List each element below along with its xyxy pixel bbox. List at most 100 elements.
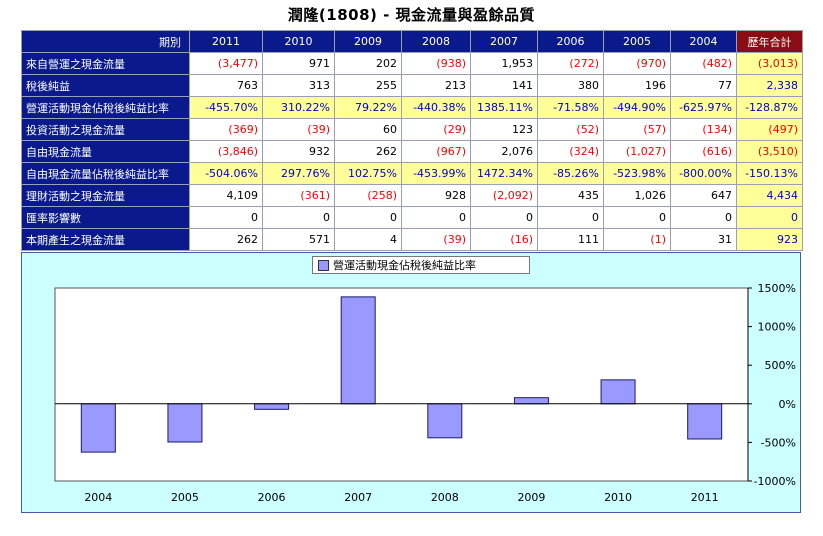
table-cell: 647 — [670, 184, 737, 207]
page-title: 潤隆(1808) - 現金流量與盈餘品質 — [287, 6, 536, 24]
table-row: 自由現金流量佔稅後純益比率 -504.06% 297.76% 102.75% -453.… — [21, 162, 803, 185]
total-cell: (497) — [736, 118, 803, 141]
chart-bar — [340, 296, 376, 405]
x-tick-label: 2011 — [691, 491, 719, 504]
table-row: 投資活動之現金流量 (369) (39) 60 (29) 123 (52) (57) (134)… — [21, 118, 803, 141]
x-tick-label: 2010 — [604, 491, 632, 504]
row-label: 本期產生之現金流量 — [21, 228, 190, 251]
y-tick-label: -1000% — [754, 475, 796, 488]
year-header: 2005 — [603, 30, 671, 53]
legend-swatch — [318, 259, 329, 271]
table-cell: (39) — [401, 228, 471, 251]
table-cell: (361) — [262, 184, 335, 207]
table-cell: 77 — [670, 74, 737, 97]
table-cell: (134) — [670, 118, 737, 141]
table-cell: 1,026 — [603, 184, 671, 207]
row-label: 自由現金流量 — [21, 140, 190, 163]
table-cell: 262 — [334, 140, 402, 163]
table-cell: -494.90% — [603, 96, 671, 119]
table-cell: -453.99% — [401, 162, 471, 185]
table-cell: 202 — [334, 52, 402, 75]
table-cell: (324) — [537, 140, 604, 163]
table-cell: -455.70% — [189, 96, 263, 119]
table-row: 營運活動現金佔稅後純益比率 -455.70% 310.22% 79.22% -440.3… — [21, 96, 803, 119]
row-label: 自由現金流量佔稅後純益比率 — [21, 162, 190, 185]
chart-bar — [600, 379, 636, 405]
table-cell: (16) — [470, 228, 538, 251]
year-header: 2007 — [470, 30, 538, 53]
year-header: 2004 — [670, 30, 737, 53]
table-cell: 380 — [537, 74, 604, 97]
row-label: 來自營運之現金流量 — [21, 52, 190, 75]
table-cell: -523.98% — [603, 162, 671, 185]
table-row: 本期產生之現金流量 262 571 4 (39) (16) 111 (1) 31 923 — [21, 228, 803, 251]
y-tick-label: 1500% — [758, 282, 796, 295]
y-tick-label: -500% — [761, 436, 796, 449]
table-cell: 571 — [262, 228, 335, 251]
table-row: 匯率影響數 0 0 0 0 0 0 0 0 0 — [21, 206, 803, 229]
table-cell: (616) — [670, 140, 737, 163]
table-cell: 60 — [334, 118, 402, 141]
total-cell: 923 — [736, 228, 803, 251]
legend-label: 營運活動現金佔稅後純益比率 — [333, 259, 476, 272]
table-cell: -440.38% — [401, 96, 471, 119]
table-cell: 310.22% — [262, 96, 335, 119]
period-label: 期別 — [21, 30, 190, 53]
table-cell: (57) — [603, 118, 671, 141]
table-cell: 4,109 — [189, 184, 263, 207]
total-cell: 4,434 — [736, 184, 803, 207]
table-row: 來自營運之現金流量 (3,477) 971 202 (938) 1,953 (272) (97… — [21, 52, 803, 75]
year-header: 2006 — [537, 30, 604, 53]
table-row: 稅後純益 763 313 255 213 141 380 196 77 2,338 — [21, 74, 803, 97]
row-label: 稅後純益 — [21, 74, 190, 97]
x-tick-label: 2006 — [258, 491, 286, 504]
table-cell: -504.06% — [189, 162, 263, 185]
chart-bar — [254, 403, 290, 410]
chart-bar — [513, 397, 549, 405]
table-cell: (938) — [401, 52, 471, 75]
y-tick-label: 500% — [765, 359, 796, 372]
table-cell: -800.00% — [670, 162, 737, 185]
table-row: 理財活動之現金流量 4,109 (361) (258) 928 (2,092) 435 1,0… — [21, 184, 803, 207]
table-cell: 297.76% — [262, 162, 335, 185]
table-cell: 141 — [470, 74, 538, 97]
table-cell: 0 — [670, 206, 737, 229]
table-cell: 435 — [537, 184, 604, 207]
chart-bar — [427, 403, 463, 439]
table-cell: (3,477) — [189, 52, 263, 75]
table-cell: (29) — [401, 118, 471, 141]
row-label: 投資活動之現金流量 — [21, 118, 190, 141]
cashflow-table: 期別 2011 2010 2009 2008 2007 2006 2005 20… — [21, 30, 803, 251]
x-tick-label: 2009 — [517, 491, 545, 504]
x-tick-label: 2008 — [431, 491, 459, 504]
x-tick-label: 2004 — [84, 491, 112, 504]
table-cell: 196 — [603, 74, 671, 97]
x-tick-label: 2005 — [171, 491, 199, 504]
chart-bar — [80, 403, 116, 453]
table-cell: (482) — [670, 52, 737, 75]
chart-bar — [167, 403, 203, 443]
total-cell: 2,338 — [736, 74, 803, 97]
table-cell: 4 — [334, 228, 402, 251]
table-cell: 928 — [401, 184, 471, 207]
table-cell: -625.97% — [670, 96, 737, 119]
table-cell: -85.26% — [537, 162, 604, 185]
table-cell: 255 — [334, 74, 402, 97]
table-cell: -71.58% — [537, 96, 604, 119]
chart-bar — [687, 403, 723, 440]
table-cell: 0 — [189, 206, 263, 229]
table-cell: 932 — [262, 140, 335, 163]
table-cell: 971 — [262, 52, 335, 75]
table-cell: (1) — [603, 228, 671, 251]
table-cell: 31 — [670, 228, 737, 251]
total-cell: 0 — [736, 206, 803, 229]
y-tick-label: 0% — [779, 398, 796, 411]
year-header: 2008 — [401, 30, 471, 53]
chart-legend: 營運活動現金佔稅後純益比率 — [312, 256, 530, 274]
year-header: 2010 — [262, 30, 335, 53]
x-tick-label: 2007 — [344, 491, 372, 504]
table-cell: 262 — [189, 228, 263, 251]
total-cell: (3,510) — [736, 140, 803, 163]
y-tick-label: 1000% — [758, 321, 796, 334]
